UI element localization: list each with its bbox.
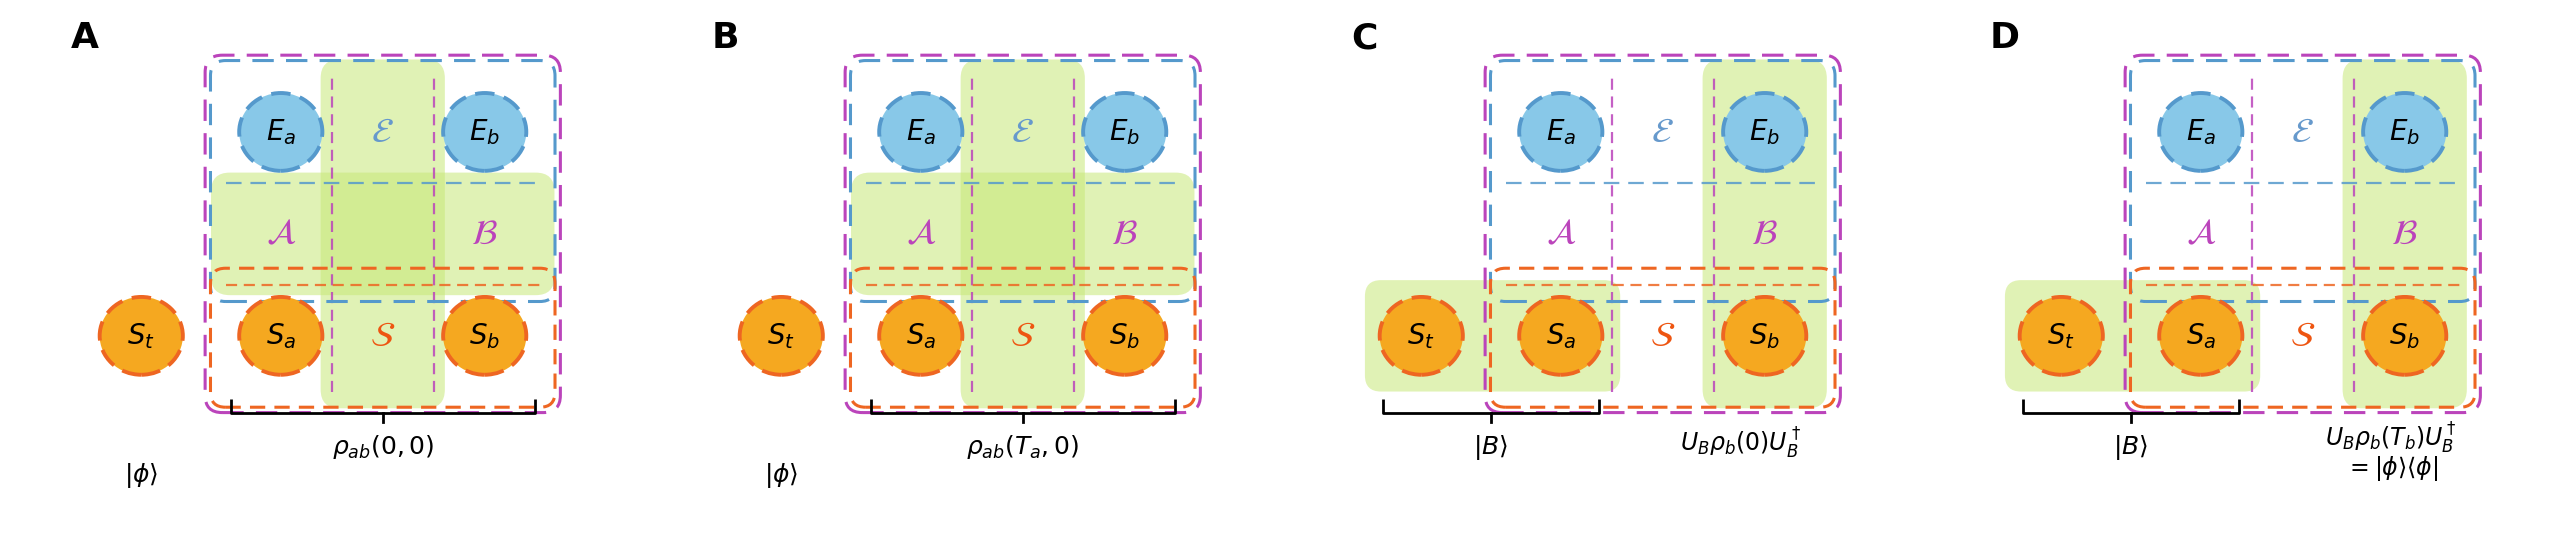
Text: $S_t$: $S_t$ xyxy=(1408,321,1436,350)
Text: $\mathcal{A}$: $\mathcal{A}$ xyxy=(906,217,937,251)
Text: $\mathcal{S}$: $\mathcal{S}$ xyxy=(1651,319,1674,353)
Text: $\mathcal{E}$: $\mathcal{E}$ xyxy=(2291,115,2314,149)
Ellipse shape xyxy=(100,297,182,375)
FancyBboxPatch shape xyxy=(1364,280,1620,391)
FancyBboxPatch shape xyxy=(694,7,1239,552)
FancyBboxPatch shape xyxy=(960,59,1085,408)
Text: $\mathcal{E}$: $\mathcal{E}$ xyxy=(371,115,394,149)
Text: $S_t$: $S_t$ xyxy=(128,321,156,350)
Text: $E_{a}$: $E_{a}$ xyxy=(1546,117,1577,147)
Text: $\mathcal{E}$: $\mathcal{E}$ xyxy=(1651,115,1674,149)
Text: $S_{b}$: $S_{b}$ xyxy=(2388,321,2419,350)
Ellipse shape xyxy=(878,93,963,171)
Text: $S_{b}$: $S_{b}$ xyxy=(1748,321,1779,350)
Ellipse shape xyxy=(878,297,963,375)
Ellipse shape xyxy=(1083,93,1167,171)
Text: $\rho_{ab}(T_a,0)$: $\rho_{ab}(T_a,0)$ xyxy=(965,433,1080,461)
Text: $E_{b}$: $E_{b}$ xyxy=(1748,117,1779,147)
Text: $S_{a}$: $S_{a}$ xyxy=(266,321,297,350)
Ellipse shape xyxy=(2363,93,2447,171)
FancyBboxPatch shape xyxy=(210,173,556,295)
Text: $\mathcal{S}$: $\mathcal{S}$ xyxy=(371,319,394,353)
Ellipse shape xyxy=(1083,297,1167,375)
FancyBboxPatch shape xyxy=(54,7,599,552)
Text: $E_{a}$: $E_{a}$ xyxy=(906,117,937,147)
Ellipse shape xyxy=(238,297,323,375)
Text: C: C xyxy=(1352,21,1377,55)
Text: $\mathcal{B}$: $\mathcal{B}$ xyxy=(1111,217,1139,251)
Text: D: D xyxy=(1989,21,2020,55)
Text: $\mathcal{A}$: $\mathcal{A}$ xyxy=(266,217,297,251)
Text: A: A xyxy=(72,21,100,55)
Text: $S_{a}$: $S_{a}$ xyxy=(1546,321,1577,350)
Ellipse shape xyxy=(238,93,323,171)
Text: $\mathcal{E}$: $\mathcal{E}$ xyxy=(1011,115,1034,149)
Text: $\mathcal{B}$: $\mathcal{B}$ xyxy=(471,217,499,251)
Text: $E_{a}$: $E_{a}$ xyxy=(266,117,297,147)
Ellipse shape xyxy=(443,93,527,171)
Text: $|B\rangle$: $|B\rangle$ xyxy=(2115,433,2148,462)
Ellipse shape xyxy=(1518,93,1603,171)
Text: $S_{a}$: $S_{a}$ xyxy=(2186,321,2217,350)
Ellipse shape xyxy=(2158,297,2243,375)
Text: $\mathcal{S}$: $\mathcal{S}$ xyxy=(2291,319,2314,353)
Ellipse shape xyxy=(2020,297,2102,375)
Text: $U_B\rho_b(T_b)U_B^\dagger$: $U_B\rho_b(T_b)U_B^\dagger$ xyxy=(2324,420,2458,456)
Text: $E_{b}$: $E_{b}$ xyxy=(2388,117,2419,147)
Text: $\rho_{ab}(0,0)$: $\rho_{ab}(0,0)$ xyxy=(333,433,435,461)
Text: $\mathcal{B}$: $\mathcal{B}$ xyxy=(2391,217,2419,251)
FancyBboxPatch shape xyxy=(850,173,1196,295)
Text: $|B\rangle$: $|B\rangle$ xyxy=(1475,433,1508,462)
Text: $E_{b}$: $E_{b}$ xyxy=(1108,117,1139,147)
Text: $S_t$: $S_t$ xyxy=(2048,321,2076,350)
FancyBboxPatch shape xyxy=(2004,280,2260,391)
Ellipse shape xyxy=(1518,297,1603,375)
Text: $E_{a}$: $E_{a}$ xyxy=(2186,117,2217,147)
Text: $|\phi\rangle$: $|\phi\rangle$ xyxy=(763,461,799,490)
Ellipse shape xyxy=(1380,297,1462,375)
Text: $S_{a}$: $S_{a}$ xyxy=(906,321,937,350)
Text: $=|\phi\rangle\langle\phi|$: $=|\phi\rangle\langle\phi|$ xyxy=(2345,454,2437,484)
Text: $U_B\rho_b(0)U_B^\dagger$: $U_B\rho_b(0)U_B^\dagger$ xyxy=(1679,426,1802,461)
Ellipse shape xyxy=(2158,93,2243,171)
FancyBboxPatch shape xyxy=(1974,7,2519,552)
FancyBboxPatch shape xyxy=(320,59,445,408)
Ellipse shape xyxy=(1723,297,1807,375)
Text: $\mathcal{A}$: $\mathcal{A}$ xyxy=(2186,217,2217,251)
Ellipse shape xyxy=(740,297,822,375)
Ellipse shape xyxy=(2363,297,2447,375)
Text: $E_{b}$: $E_{b}$ xyxy=(468,117,499,147)
Text: $S_{b}$: $S_{b}$ xyxy=(1108,321,1139,350)
Text: $\mathcal{A}$: $\mathcal{A}$ xyxy=(1546,217,1577,251)
Text: B: B xyxy=(712,21,740,55)
Text: $S_t$: $S_t$ xyxy=(768,321,796,350)
Text: $\mathcal{S}$: $\mathcal{S}$ xyxy=(1011,319,1034,353)
Ellipse shape xyxy=(1723,93,1807,171)
Text: $\mathcal{B}$: $\mathcal{B}$ xyxy=(1751,217,1779,251)
Ellipse shape xyxy=(443,297,527,375)
Text: $S_{b}$: $S_{b}$ xyxy=(468,321,499,350)
FancyBboxPatch shape xyxy=(2342,59,2468,408)
FancyBboxPatch shape xyxy=(1702,59,1828,408)
Text: $|\phi\rangle$: $|\phi\rangle$ xyxy=(123,461,159,490)
FancyBboxPatch shape xyxy=(1334,7,1879,552)
